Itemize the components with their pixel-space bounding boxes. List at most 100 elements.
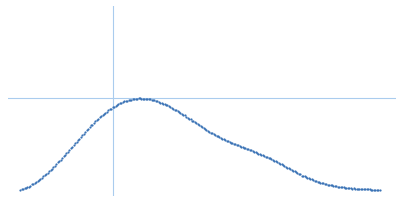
Point [52,164,58,168]
Point [85,127,91,130]
Point [278,162,285,166]
Point [194,122,201,126]
Point [23,186,29,189]
Point [121,100,127,103]
Point [163,104,169,107]
Point [218,136,224,140]
Point [131,98,138,101]
Point [283,165,289,168]
Point [258,153,264,156]
Point [101,112,107,115]
Point [284,166,290,170]
Point [44,171,51,174]
Point [117,102,123,105]
Point [222,138,228,141]
Point [34,179,41,182]
Point [80,132,87,135]
Point [327,183,334,187]
Point [231,142,237,145]
Point [212,133,218,136]
Point [37,177,44,181]
Point [234,143,240,147]
Point [232,143,238,146]
Point [317,181,324,184]
Point [290,169,296,172]
Point [146,98,152,101]
Point [281,164,288,168]
Point [228,141,234,144]
Point [276,161,282,164]
Point [88,124,94,127]
Point [376,188,383,191]
Point [288,168,295,172]
Point [244,147,250,151]
Point [92,120,98,123]
Point [254,151,260,154]
Point [17,188,24,191]
Point [96,116,103,119]
Point [72,142,78,145]
Point [272,160,279,163]
Point [112,104,119,107]
Point [47,168,54,171]
Point [271,159,278,162]
Point [89,123,96,126]
Point [36,179,42,182]
Point [349,187,356,190]
Point [322,182,328,185]
Point [238,145,244,149]
Point [42,173,48,176]
Point [187,117,194,121]
Point [224,139,230,142]
Point [291,170,298,173]
Point [78,135,84,138]
Point [180,113,186,116]
Point [375,189,382,192]
Point [333,185,340,188]
Point [200,126,207,129]
Point [95,117,101,121]
Point [312,179,318,182]
Point [338,186,344,189]
Point [287,168,293,171]
Point [257,152,263,155]
Point [208,131,214,134]
Point [21,187,28,190]
Point [124,99,130,103]
Point [118,101,124,104]
Point [302,175,308,178]
Point [335,185,341,189]
Point [371,188,377,191]
Point [27,184,34,187]
Point [28,183,35,186]
Point [310,178,316,182]
Point [324,183,331,187]
Point [270,158,276,161]
Point [255,152,262,155]
Point [164,104,171,107]
Point [294,171,300,174]
Point [300,174,306,177]
Point [362,188,368,191]
Point [161,103,168,106]
Point [99,113,106,116]
Point [199,125,205,128]
Point [140,97,146,100]
Point [141,97,148,100]
Point [304,176,311,179]
Point [59,157,65,160]
Point [252,150,259,154]
Point [368,188,374,191]
Point [203,128,210,131]
Point [336,185,342,189]
Point [82,130,88,134]
Point [261,154,267,157]
Point [125,98,132,102]
Point [144,97,150,100]
Point [150,98,156,102]
Point [39,176,45,179]
Point [169,106,175,109]
Point [265,156,272,160]
Point [105,109,112,112]
Point [94,119,100,122]
